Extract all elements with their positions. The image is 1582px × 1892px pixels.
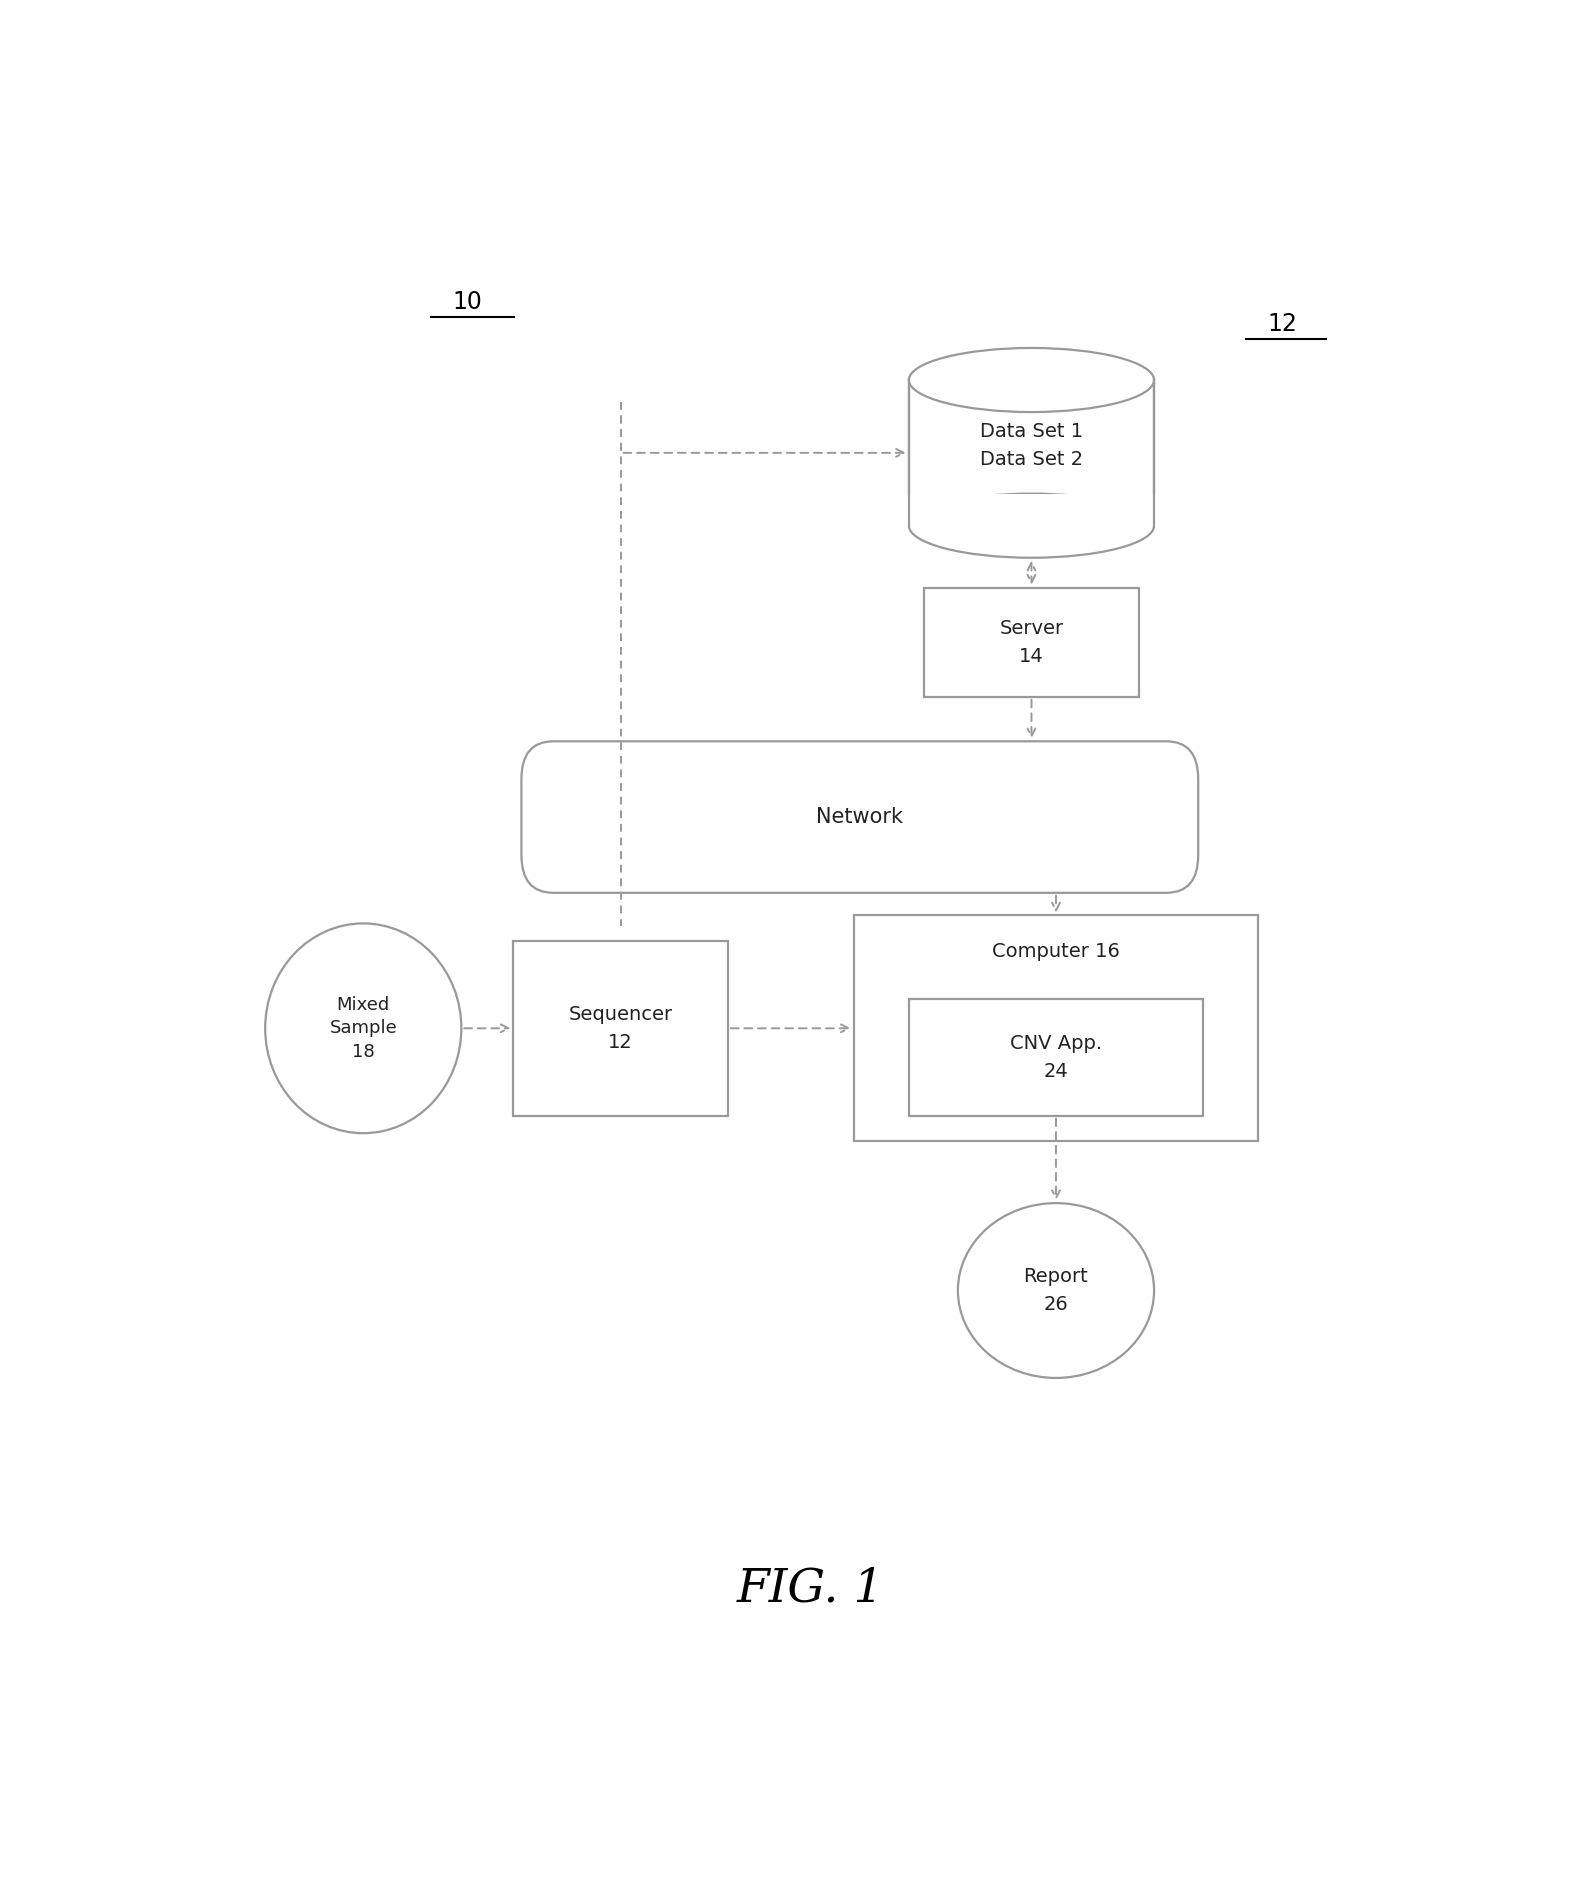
Text: FIG. 1: FIG. 1 [737, 1567, 884, 1612]
Bar [514, 940, 728, 1116]
Ellipse shape [957, 1203, 1155, 1377]
Text: 12: 12 [1267, 312, 1297, 337]
Bar [908, 999, 1202, 1116]
FancyBboxPatch shape [522, 742, 1198, 893]
Text: Computer 16: Computer 16 [992, 942, 1120, 961]
Text: Mixed
Sample
18: Mixed Sample 18 [329, 995, 397, 1061]
Text: Data Set 1
Data Set 2: Data Set 1 Data Set 2 [979, 422, 1084, 469]
Text: Network: Network [816, 808, 903, 827]
Text: 10: 10 [452, 291, 483, 314]
Text: Report
26: Report 26 [1024, 1268, 1088, 1315]
Bar [910, 380, 1155, 526]
Bar [906, 494, 1156, 528]
Bar [924, 588, 1139, 696]
Ellipse shape [908, 348, 1155, 412]
Text: Server
14: Server 14 [1000, 619, 1063, 666]
Bar [854, 916, 1258, 1141]
Ellipse shape [266, 923, 462, 1133]
Text: CNV App.
24: CNV App. 24 [1009, 1033, 1103, 1080]
Text: Sequencer
12: Sequencer 12 [568, 1005, 672, 1052]
Ellipse shape [908, 494, 1155, 558]
